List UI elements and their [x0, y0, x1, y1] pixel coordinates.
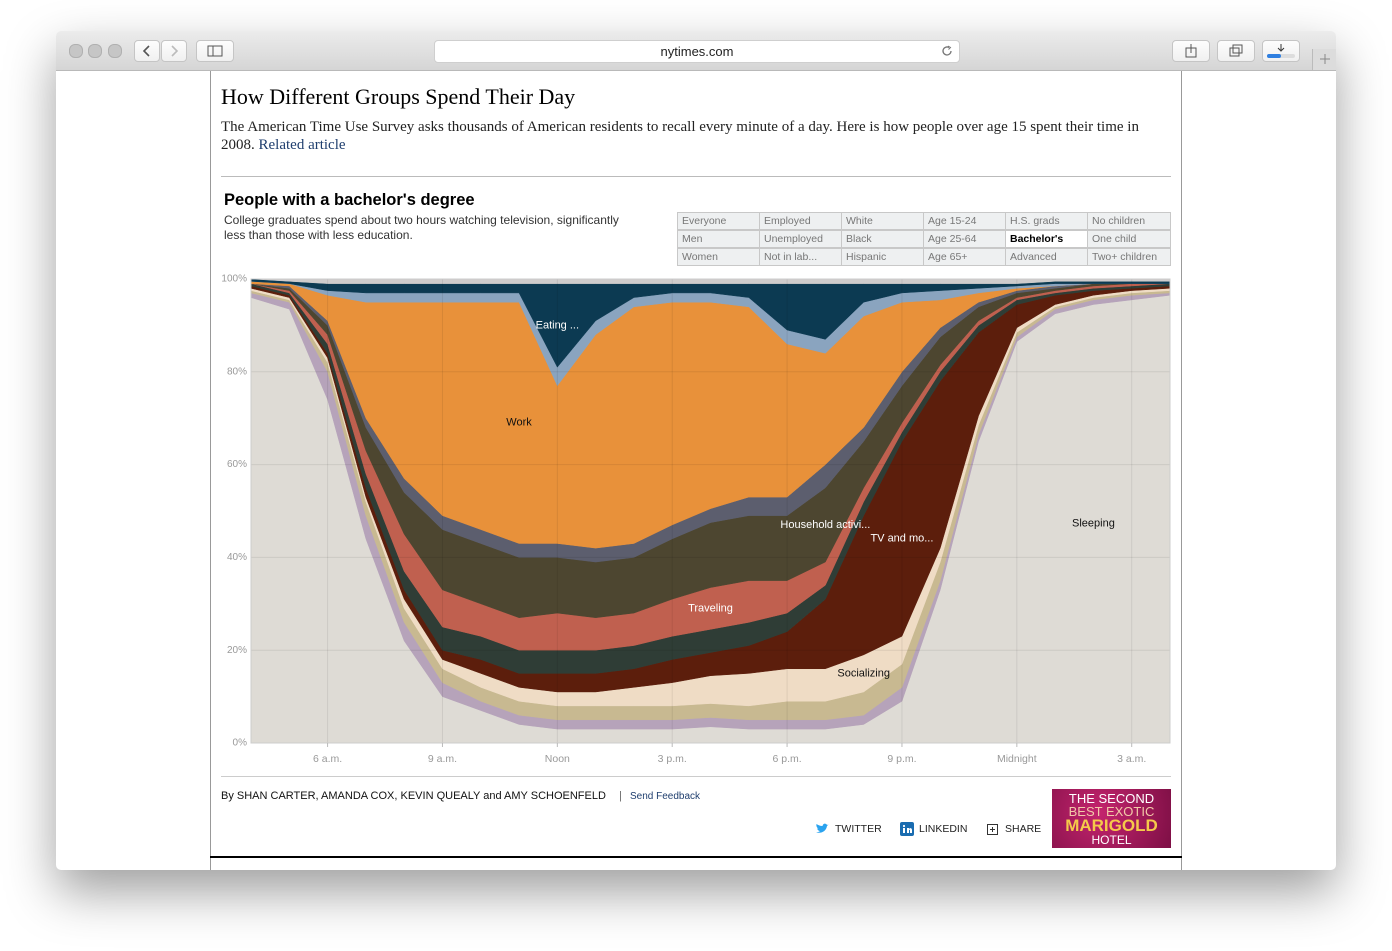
advertisement[interactable]: THE SECOND BEST EXOTIC MARIGOLD HOTEL — [1052, 789, 1171, 848]
filter-button[interactable]: Hispanic — [841, 248, 925, 266]
description-text: The American Time Use Survey asks thousa… — [221, 119, 1139, 153]
filter-button[interactable]: Black — [841, 230, 925, 248]
divider — [221, 176, 1171, 177]
divider — [221, 776, 1171, 777]
plus-icon — [1320, 54, 1330, 64]
panel-note: College graduates spend about two hours … — [224, 213, 619, 242]
filter-button[interactable]: Not in lab... — [759, 248, 843, 266]
filter-button[interactable]: Advanced — [1005, 248, 1089, 266]
filter-button[interactable]: Employed — [759, 212, 843, 230]
filter-button[interactable]: Men — [677, 230, 761, 248]
related-link[interactable]: Related article — [258, 137, 346, 153]
new-tab-button[interactable] — [1312, 49, 1336, 70]
share-browser-button[interactable] — [1172, 40, 1210, 62]
filter-button[interactable]: White — [841, 212, 925, 230]
filter-button[interactable]: One child — [1087, 230, 1171, 248]
back-icon — [142, 45, 150, 57]
zoom-button[interactable] — [108, 44, 122, 58]
share-plus-icon[interactable] — [987, 824, 999, 836]
filter-button[interactable]: No children — [1087, 212, 1171, 230]
reload-icon[interactable] — [941, 45, 953, 57]
filter-button[interactable]: Everyone — [677, 212, 761, 230]
filter-button[interactable]: Two+ children — [1087, 248, 1171, 266]
byline: By SHAN CARTER, AMANDA COX, KEVIN QUEALY… — [221, 790, 606, 802]
article-description: The American Time Use Survey asks thousa… — [221, 118, 1171, 154]
share-label[interactable]: SHARE — [1005, 823, 1042, 835]
filter-button[interactable]: Bachelor's — [1005, 230, 1089, 248]
share-icon — [1185, 44, 1197, 58]
linkedin-icon[interactable] — [900, 822, 914, 836]
ad-line: BEST EXOTIC — [1068, 804, 1155, 819]
toolbar: nytimes.com — [56, 31, 1336, 71]
url-text: nytimes.com — [660, 44, 734, 59]
forward-icon — [171, 45, 179, 57]
sidebar-button[interactable] — [196, 40, 234, 62]
twitter-icon[interactable] — [815, 823, 829, 835]
close-button[interactable] — [69, 44, 83, 58]
back-button[interactable] — [134, 40, 160, 62]
downloads-icon — [1267, 44, 1295, 58]
tabs-icon — [1229, 44, 1243, 57]
address-bar[interactable]: nytimes.com — [434, 40, 960, 63]
share-label[interactable]: TWITTER — [835, 823, 882, 835]
share-label[interactable]: LINKEDIN — [919, 823, 968, 835]
filter-button[interactable]: Age 15-24 — [923, 212, 1007, 230]
minimize-button[interactable] — [88, 44, 102, 58]
article-title: How Different Groups Spend Their Day — [221, 84, 576, 109]
column-border — [210, 71, 211, 870]
column-border — [1181, 71, 1182, 870]
filter-button[interactable]: H.S. grads — [1005, 212, 1089, 230]
feedback-link[interactable]: Send Feedback — [630, 791, 701, 802]
filter-button[interactable]: Age 25-64 — [923, 230, 1007, 248]
tabs-button[interactable] — [1217, 40, 1255, 62]
forward-button[interactable] — [161, 40, 187, 62]
sidebar-icon — [207, 45, 223, 57]
filter-button[interactable]: Women — [677, 248, 761, 266]
ad-line: THE SECOND — [1068, 791, 1155, 806]
browser-window: nytimes.com — [56, 31, 1336, 870]
ad-line: MARIGOLD — [1065, 816, 1158, 835]
separator: | — [619, 790, 622, 802]
filter-button[interactable]: Unemployed — [759, 230, 843, 248]
bottom-rule — [210, 856, 1182, 858]
filter-button[interactable]: Age 65+ — [923, 248, 1007, 266]
panel-heading: People with a bachelor's degree — [224, 191, 475, 209]
downloads-button[interactable] — [1262, 40, 1300, 62]
ad-line: HOTEL — [1091, 833, 1132, 847]
